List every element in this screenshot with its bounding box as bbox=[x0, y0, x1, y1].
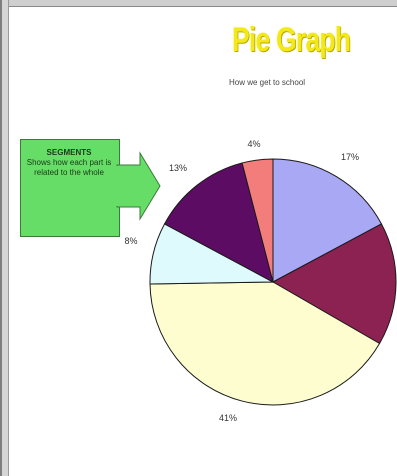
pie-slice bbox=[163, 162, 274, 283]
callout-box bbox=[20, 139, 120, 237]
slice-label: 41% bbox=[219, 413, 237, 423]
window-left-border bbox=[0, 0, 9, 476]
chart-subtitle: How we get to school bbox=[229, 78, 306, 87]
window-top-border bbox=[0, 0, 397, 7]
pie-slice bbox=[272, 158, 383, 283]
callout-text: SEGMENTS Shows how each part is related … bbox=[22, 148, 116, 178]
callout-body: Shows how each part is related to the wh… bbox=[26, 158, 112, 177]
callout-arrow bbox=[116, 151, 161, 221]
callout-heading: SEGMENTS bbox=[46, 148, 92, 157]
slice-label: 4% bbox=[247, 139, 260, 149]
slice-label: 17% bbox=[341, 152, 359, 162]
slice-label: 8% bbox=[124, 236, 137, 246]
chart-title: Pie Graph bbox=[232, 21, 351, 59]
pie-slice bbox=[241, 158, 274, 283]
pie-slice bbox=[149, 281, 381, 406]
slice-label: 13% bbox=[169, 163, 187, 173]
callout-arrow-joint bbox=[116, 166, 119, 206]
pie-slice bbox=[271, 223, 397, 345]
